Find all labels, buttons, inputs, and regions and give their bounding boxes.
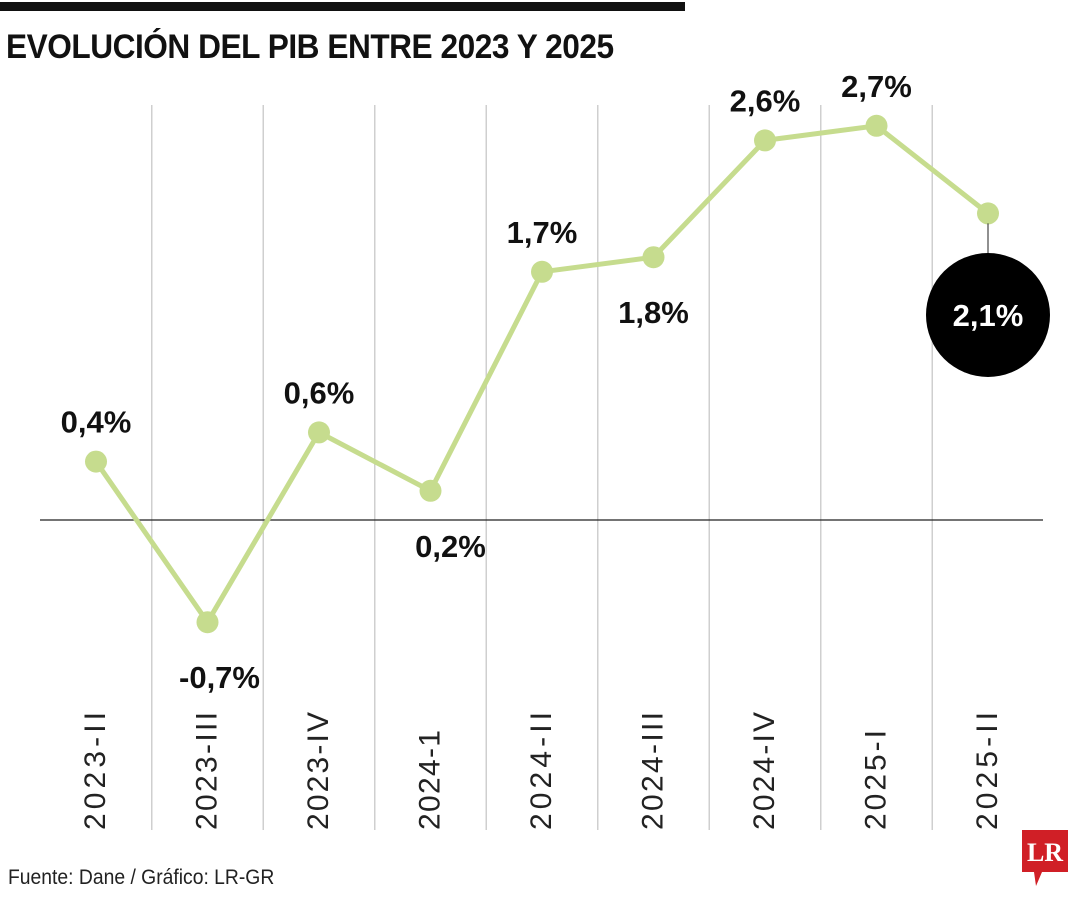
data-point <box>196 611 219 634</box>
data-label: 2,6% <box>730 83 801 118</box>
x-tick-label: 2023-IV <box>302 712 335 830</box>
x-tick-label: 2023-II <box>79 712 112 830</box>
data-point <box>85 450 107 473</box>
data-label: 1,8% <box>618 295 689 330</box>
data-label: 1,7% <box>507 215 578 250</box>
data-point <box>865 114 888 137</box>
highlight-bubble <box>926 253 1050 377</box>
x-tick-label: 2023-III <box>191 712 224 830</box>
data-label: 0,2% <box>415 529 486 564</box>
svg-text:LR: LR <box>1027 838 1063 867</box>
series-line <box>93 123 990 625</box>
data-point <box>531 260 553 283</box>
top-rule <box>0 2 685 11</box>
x-tick-label: 2024-1 <box>414 730 447 830</box>
data-label: 2,7% <box>841 69 912 104</box>
x-tick-label: 2024-IV <box>748 712 781 830</box>
data-point <box>977 202 999 225</box>
data-label: -0,7% <box>179 660 260 695</box>
lr-logo: LR <box>1022 830 1068 886</box>
x-tick-label: 2025-II <box>971 712 1004 830</box>
x-tick-label: 2024-III <box>637 712 670 830</box>
data-point <box>419 479 442 502</box>
data-label: 0,6% <box>284 375 355 410</box>
source-note: Fuente: Dane / Gráfico: LR-GR <box>8 866 275 889</box>
data-point <box>308 421 330 444</box>
data-point <box>642 246 665 269</box>
data-point <box>754 129 776 152</box>
data-label: 0,4% <box>61 405 132 440</box>
data-label: 2,1% <box>953 298 1024 333</box>
x-tick-label: 2024-II <box>525 712 558 830</box>
chart-title: EVOLUCIÓN DEL PIB ENTRE 2023 Y 2025 <box>6 28 614 66</box>
x-tick-label: 2025-I <box>860 730 893 830</box>
